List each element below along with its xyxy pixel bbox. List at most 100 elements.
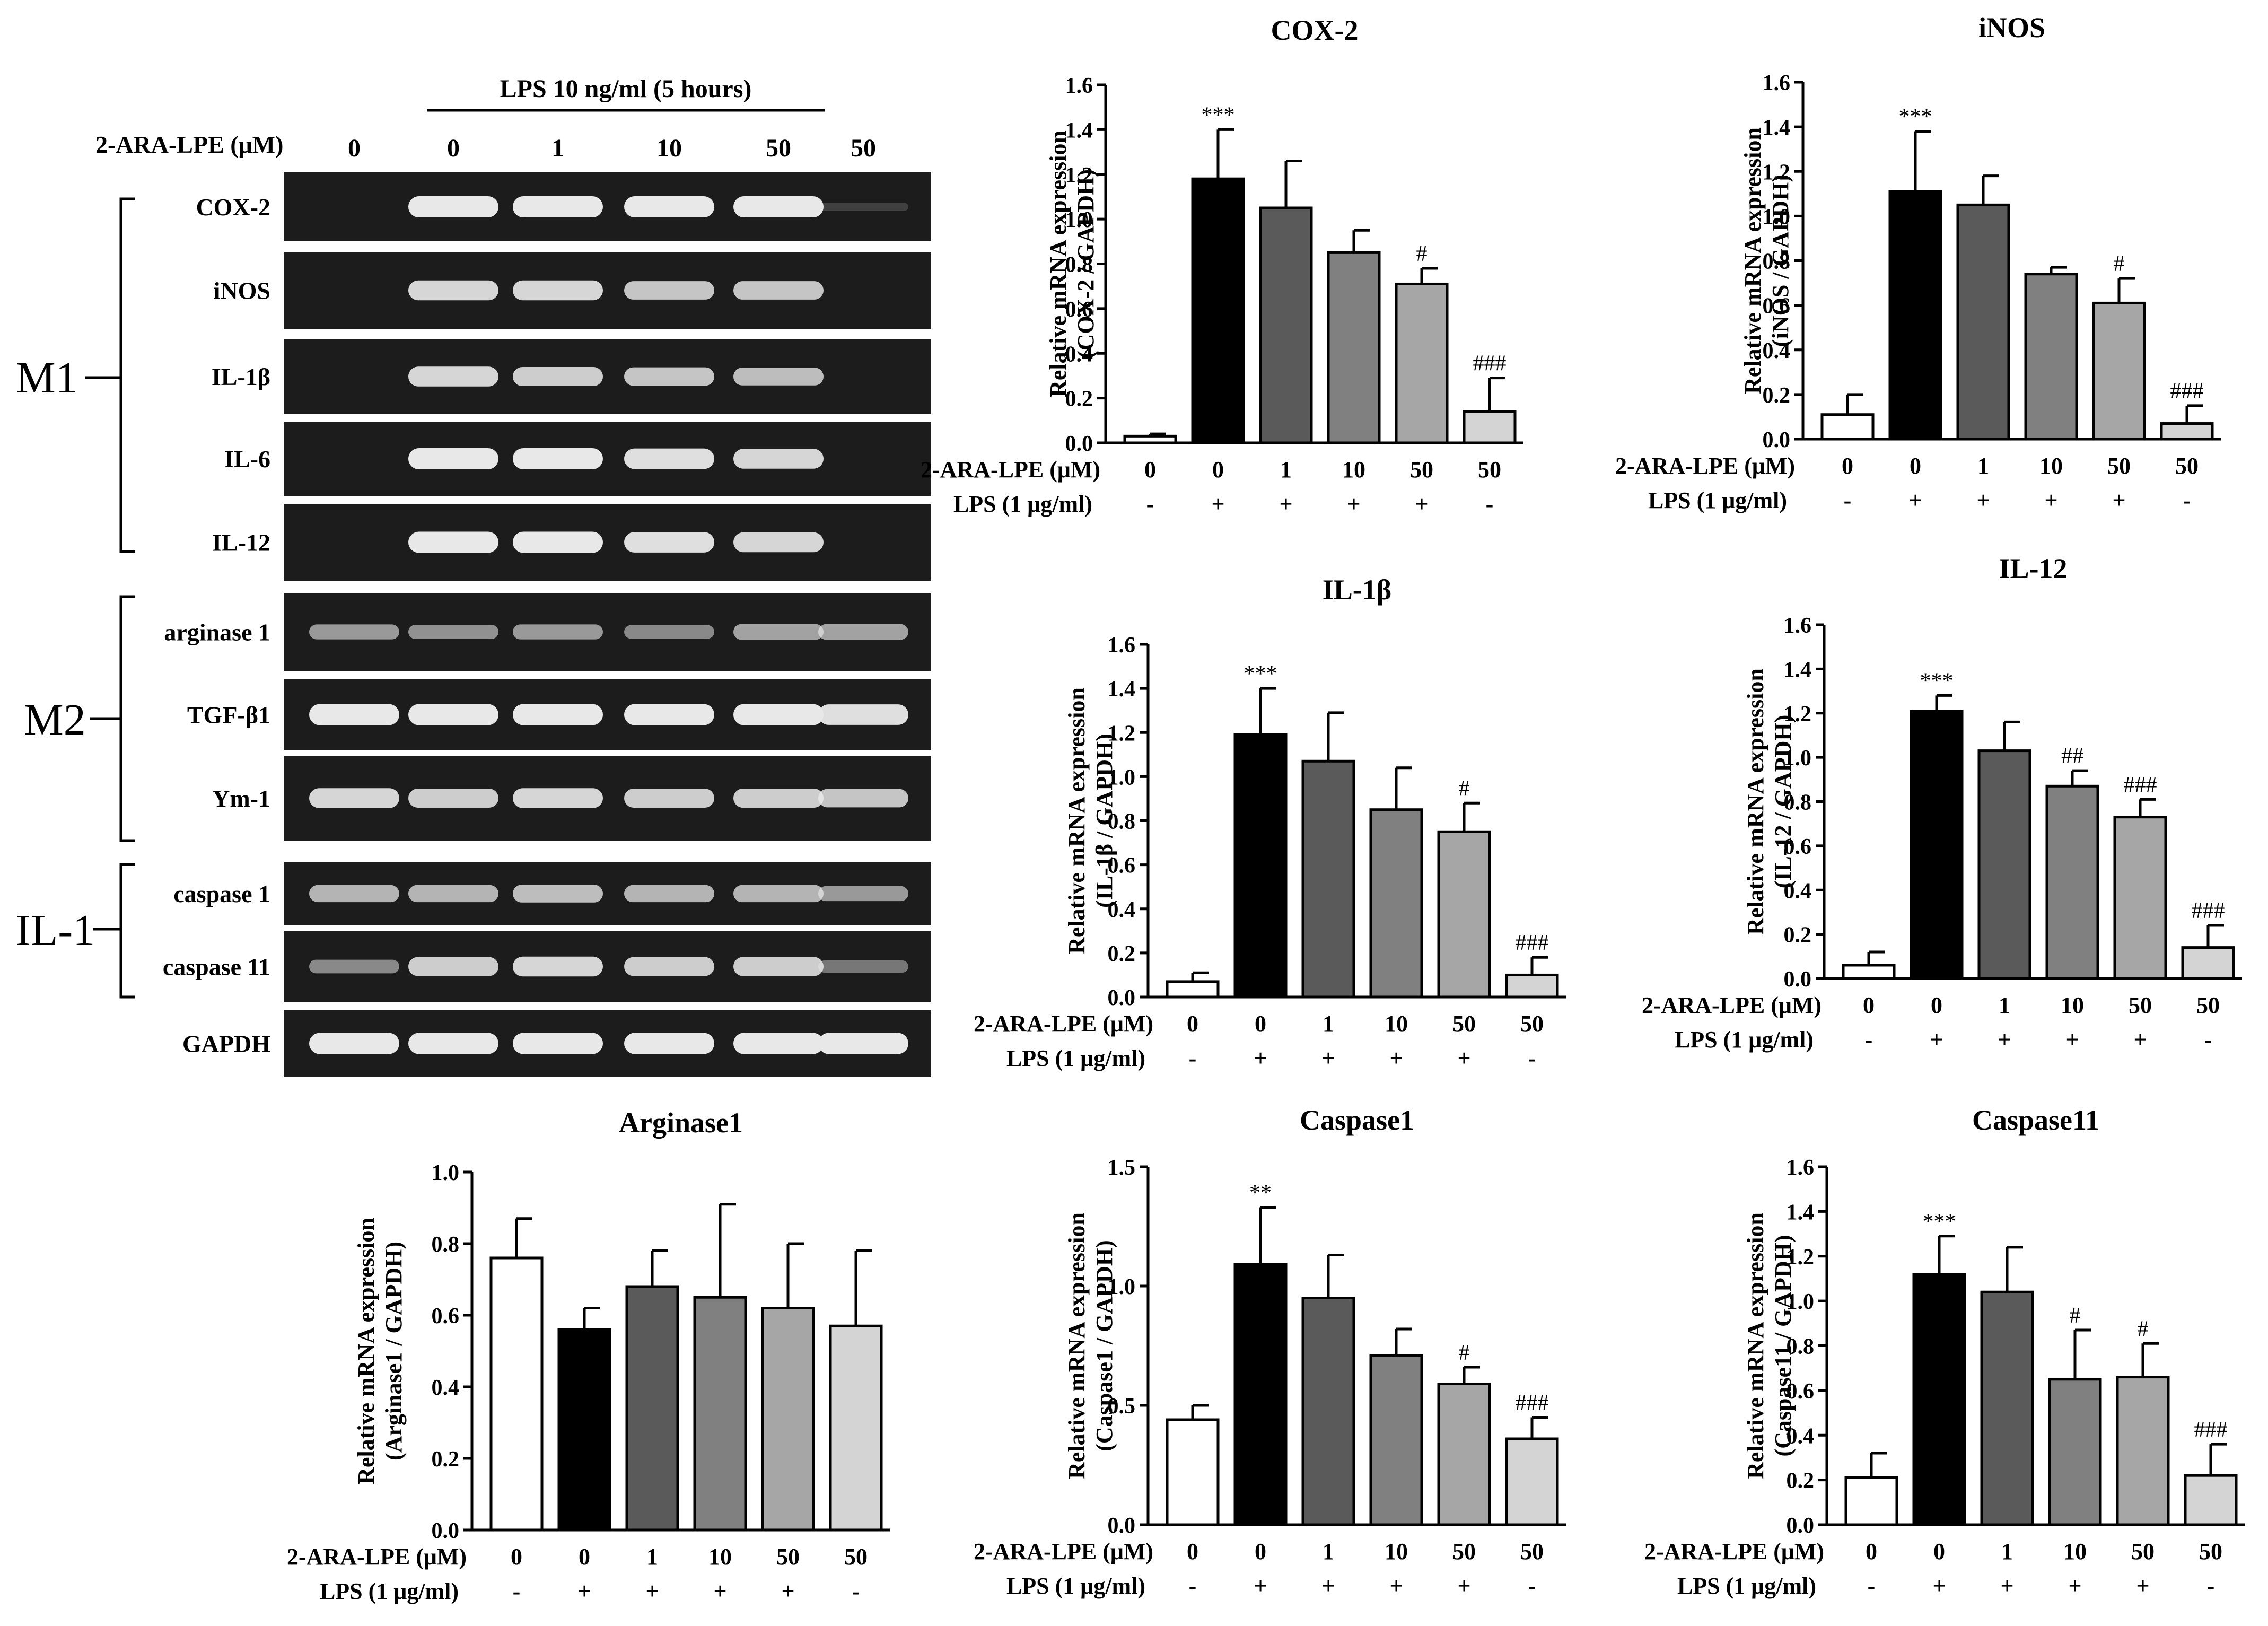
bar: [2160, 422, 2214, 441]
y-tick-label: 0.6: [1787, 1379, 1815, 1404]
gel-row-cox-2: COX-2: [196, 172, 931, 241]
lps-sign: +: [1908, 487, 1922, 513]
lps-row-label: LPS (1 μg/ml): [1648, 487, 1787, 513]
y-tick-label: 1.2: [1763, 160, 1791, 185]
bar: [1910, 710, 1964, 980]
significance-label: ###: [1473, 352, 1507, 376]
dose-row-label: 2-ARA-LPE (μM): [1615, 453, 1795, 479]
y-tick-label: 0.4: [1787, 1424, 1815, 1448]
significance-label: ***: [1244, 662, 1277, 686]
x-tick-label: 0: [1255, 1538, 1266, 1564]
gel-band: [513, 885, 603, 903]
y-tick-label: 0.0: [1108, 986, 1136, 1010]
significance-label: ##: [2061, 744, 2083, 768]
y-tick-label: 0.6: [1065, 298, 1093, 322]
gel-band: [733, 704, 824, 725]
gel-band: [309, 1033, 399, 1054]
gel-row-label: iNOS: [214, 277, 270, 304]
x-tick-label: 10: [2039, 453, 2063, 479]
gel-band: [818, 886, 908, 902]
chart-inos: iNOS Relative mRNA expression (iNOS / GAPD…: [1615, 12, 2221, 513]
y-tick-label: 0.0: [1065, 432, 1093, 456]
lps-sign: +: [2133, 1027, 2147, 1053]
gel-band: [733, 885, 824, 903]
gel-band: [624, 281, 714, 300]
gel-strip: [284, 422, 931, 496]
lps-sign: -: [1528, 1573, 1536, 1599]
gel-dose-lane-3: 1: [551, 134, 564, 162]
y-tick-label: 0.2: [1787, 1469, 1815, 1493]
x-tick-label: 0: [579, 1544, 590, 1570]
y-tick-label: 1.5: [1108, 1156, 1136, 1180]
gel-band: [733, 532, 824, 553]
y-tick-label: 1.2: [1108, 721, 1136, 746]
y-tick-label: 1.0: [1108, 1275, 1136, 1299]
bar: [1327, 251, 1381, 444]
bar: [1259, 206, 1313, 444]
y-tick-label: 0.0: [1763, 428, 1791, 452]
gel-band: [309, 959, 399, 974]
x-tick-label: 50: [2196, 992, 2220, 1018]
gel-band: [513, 531, 603, 553]
y-tick-label: 1.0: [1784, 746, 1812, 771]
lps-sign: +: [2000, 1573, 2013, 1599]
x-tick-label: 50: [1410, 457, 1433, 483]
x-tick-label: 0: [1842, 453, 1853, 479]
x-tick-label: 0: [1187, 1011, 1198, 1037]
y-tick-label: 0.4: [432, 1376, 460, 1400]
gel-doses: 0 0 1 10 50 50: [348, 134, 876, 162]
chart-title: IL-12: [1999, 553, 2067, 584]
gel-band: [513, 196, 603, 217]
lps-row-label: LPS (1 μg/ml): [320, 1578, 459, 1604]
gel-band: [733, 449, 824, 469]
y-tick-label: 0.4: [1108, 898, 1136, 922]
gel-band: [733, 957, 824, 976]
bar: [1844, 1476, 1898, 1526]
x-tick-label: 10: [1385, 1538, 1408, 1564]
lps-sign: +: [1415, 491, 1428, 517]
y-tick-label: 1.6: [1108, 633, 1136, 658]
bar: [1505, 973, 1559, 999]
bar: [1166, 1418, 1220, 1526]
gel-band: [818, 704, 908, 725]
y-axis-label: Relative mRNA expression: [1742, 1212, 1768, 1479]
x-tick-label: 0: [1866, 1538, 1877, 1564]
significance-label: **: [1249, 1181, 1272, 1205]
y-axis-sublabel: (iNOS / GAPDH): [1767, 174, 1793, 347]
y-axis-label: Relative mRNA expression: [1064, 687, 1090, 954]
lps-sign: +: [1389, 1573, 1403, 1599]
gel-dose-lane-4: 10: [656, 134, 682, 162]
lps-sign: +: [1998, 1027, 2011, 1053]
bar: [1820, 413, 1875, 441]
gel-band: [513, 624, 603, 640]
bar: [2048, 1378, 2102, 1526]
bar: [2181, 946, 2235, 980]
lps-sign: -: [2204, 1027, 2212, 1053]
dose-row-label: 2-ARA-LPE (μM): [287, 1544, 467, 1570]
gel-band: [408, 1033, 498, 1054]
x-tick-label: 50: [2175, 453, 2199, 479]
gel-band: [818, 960, 908, 973]
x-tick-label: 10: [2061, 992, 2084, 1018]
gel-band: [733, 196, 824, 217]
dose-row-label: 2-ARA-LPE (μM): [974, 1538, 1153, 1564]
bar: [693, 1296, 747, 1532]
gel-band: [624, 625, 714, 639]
gel-row-inos: iNOS: [214, 252, 931, 329]
y-tick-label: 0.8: [1763, 250, 1791, 274]
bar: [2116, 1376, 2170, 1526]
y-tick-label: 0.2: [1108, 942, 1136, 966]
x-tick-label: 1: [1323, 1538, 1334, 1564]
dose-row-label: 2-ARA-LPE (μM): [974, 1011, 1153, 1037]
significance-label: ###: [2124, 773, 2157, 797]
gel-band: [624, 704, 714, 725]
lps-sign: -: [1189, 1573, 1197, 1599]
gel-band: [513, 366, 603, 387]
bar: [1505, 1437, 1559, 1526]
gel-row-label: caspase 11: [163, 954, 270, 981]
gel-band: [309, 704, 399, 725]
y-tick-label: 0.4: [1763, 339, 1791, 363]
y-tick-label: 1.4: [1784, 658, 1812, 682]
chart-caspase1: Caspase1 Relative mRNA expression (Caspase…: [974, 1104, 1566, 1599]
y-tick-label: 0.6: [432, 1304, 460, 1328]
